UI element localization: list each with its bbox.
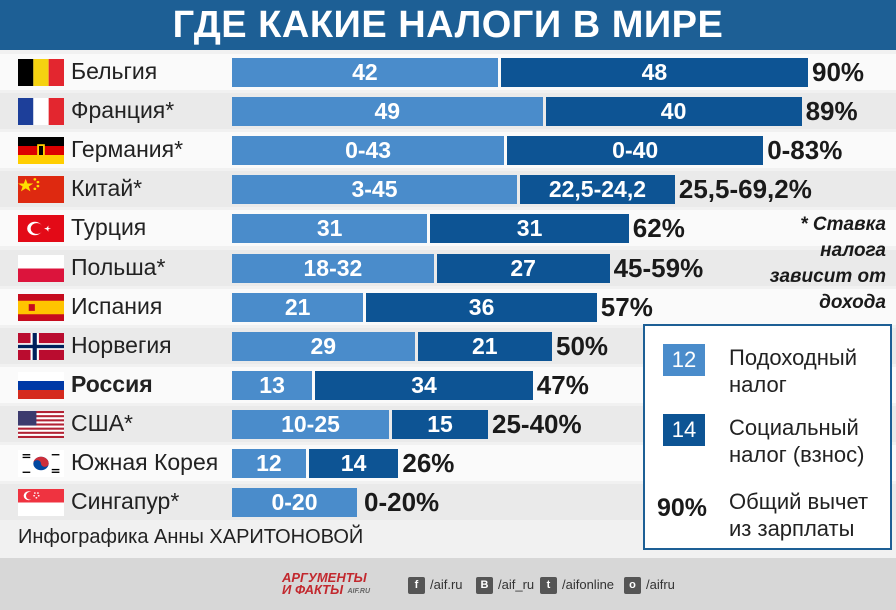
twitter-icon: t [540,577,557,595]
chart-row: США* 10-25 15 25-40% [0,405,896,444]
turkey-flag-icon [18,215,64,243]
total-label: 90% [812,57,865,87]
country-label: Испания [71,292,163,319]
facebook-icon: f [408,577,425,595]
france-flag-icon [18,98,64,126]
spain-flag-icon [18,293,64,321]
social-text-twitter: /aifonline [562,577,615,592]
bar-income: 29 [232,331,415,361]
country-label: Польша* [71,253,166,280]
social-link-twitter[interactable]: t/aifonline [540,576,615,595]
legend-label-total: Общий вычет из зарплаты [729,489,869,541]
norway-flag-icon [18,332,64,360]
logo-line-2: И ФАКТЫ [282,582,344,597]
legend-swatch-income: 12 [663,344,705,376]
country-label: Сингапур* [71,488,180,515]
chart-row: Испания 21 36 57% [0,288,896,327]
country-label: Норвегия [71,331,172,358]
bar-income: 0-20 [232,488,357,518]
germany-flag-icon [18,137,64,165]
bar-income: 3-45 [232,175,517,205]
chart-row: Германия* 0-43 0-40 0-83% [0,131,896,170]
russia-flag-icon [18,371,64,399]
bar-social: 22,5-24,2 [520,175,675,205]
total-label: 0-20% [364,487,440,518]
country-label: Турция [71,214,147,241]
social-text-facebook: /aif.ru [430,577,463,592]
usa-flag-icon [18,410,64,438]
legend-sample-total: 90% [657,494,708,522]
social-text-vk: /aif_ru [498,577,535,592]
country-label: США* [71,409,133,436]
total-label: 47% [536,369,589,400]
total-label: 50% [556,330,609,361]
chart-row: Бельгия 42 48 90% [0,53,896,92]
vk-icon: B [476,577,493,595]
total-label: 45-59% [613,252,704,283]
bar-income: 10-25 [232,409,389,439]
bar-social: 15 [392,409,488,439]
legend-swatch-social: 14 [663,414,705,446]
country-label: Южная Корея [71,449,219,475]
chart-title: ГДЕ КАКИЕ НАЛОГИ В МИРЕ [172,4,724,46]
bar-income: 12 [232,449,306,478]
bar-social: 14 [308,449,399,478]
chart-row: Китай* 3-45 22,5-24,2 25,5-69,2% [0,170,896,209]
bar-social: 27 [436,253,610,283]
bar-income: 42 [232,58,498,87]
chart-row: Польша* 18-32 27 45-59% [0,249,896,288]
china-flag-icon [18,176,64,204]
bar-social: 31 [430,214,629,244]
legend-label-income: Подоходный налог [729,345,857,397]
total-label: 62% [632,213,685,244]
bar-social: 21 [417,331,552,361]
chart-row: Франция* 49 40 89% [0,92,896,131]
country-label: Франция* [71,97,175,124]
belgium-flag-icon [18,59,64,86]
country-label: Китай* [71,175,143,202]
social-link-vk[interactable]: B/aif_ru [476,576,535,595]
bar-social: 48 [500,58,808,87]
logo-site: AIF.RU [347,588,370,595]
social-link-facebook[interactable]: f/aif.ru [408,576,463,595]
legend: 12 Подоходный налог 14 Социальный налог … [643,324,892,550]
bar-income: 49 [232,97,543,127]
bar-income: 13 [232,370,313,400]
total-label: 0-83% [767,135,843,166]
total-label: 25-40% [492,408,582,439]
bar-social: 0-40 [507,136,764,166]
odnoklassniki-icon: o [624,577,641,595]
country-label: Бельгия [71,58,158,84]
header: ГДЕ КАКИЕ НАЛОГИ В МИРЕ [0,0,896,50]
total-label: 89% [805,96,858,127]
credit: Инфографика Анны ХАРИТОНОВОЙ [18,526,364,548]
social-text-odnoklassniki: /aifru [646,577,675,592]
social-link-odnoklassniki[interactable]: o/aifru [624,576,675,595]
total-label: 25,5-69,2% [678,174,812,205]
footnote: * Ставка налога зависит от дохода [769,214,886,313]
bar-income: 0-43 [232,136,505,166]
south-korea-flag-icon [18,450,64,477]
bar-income: 18-32 [232,253,434,283]
total-label: 26% [402,448,455,478]
total-label: 57% [600,291,653,322]
legend-label-social: Социальный налог (взнос) [729,415,865,467]
bar-social: 34 [315,370,533,400]
poland-flag-icon [18,254,64,282]
country-label: Россия [71,370,153,397]
singapore-flag-icon [18,489,64,517]
logo-line-1: АРГУМЕНТЫ [282,570,367,585]
bar-social: 36 [366,292,597,322]
footer: АРГУМЕНТЫ И ФАКТЫ AIF.RU f/aif.ru B/aif_… [0,558,896,610]
bar-social: 40 [545,97,802,127]
country-label: Германия* [71,136,184,163]
bar-income: 21 [232,292,364,322]
aif-logo[interactable]: АРГУМЕНТЫ И ФАКТЫ AIF.RU [282,570,370,598]
chart-row: Турция 31 31 62% [0,209,896,248]
bar-income: 31 [232,214,428,244]
